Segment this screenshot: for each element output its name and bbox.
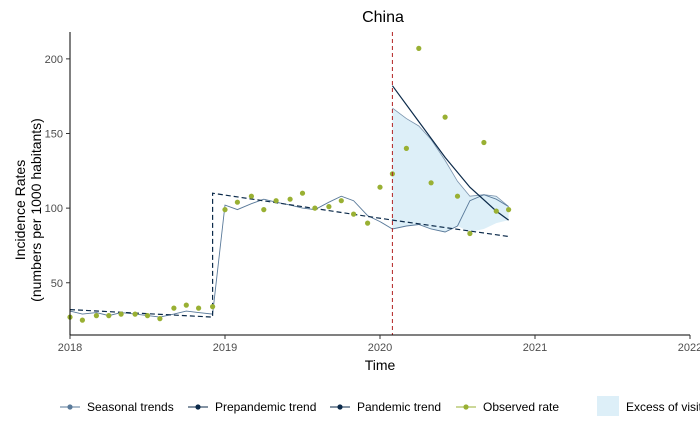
observed-point-22 <box>351 211 357 217</box>
y-tick-label-200: 200 <box>45 54 63 66</box>
legend-marker-pandemic-trend <box>337 404 343 410</box>
observed-point-7 <box>157 316 163 322</box>
legend-label-pandemic-trend: Pandemic trend <box>357 400 441 414</box>
legend-label-excess-of-visits: Excess of visits <box>626 400 700 414</box>
band-layer <box>392 107 509 232</box>
observed-point-18 <box>299 190 306 196</box>
observed-point-21 <box>338 198 344 204</box>
legend-swatch-excess-of-visits <box>597 396 619 416</box>
x-ticks: 2018 2019 2020 2021 2022 <box>58 335 700 354</box>
x-tick-label-2020: 2020 <box>368 342 392 354</box>
observed-point-1 <box>79 317 85 323</box>
observed-point-3 <box>106 313 112 319</box>
legend-label-seasonal-trends: Seasonal trends <box>87 400 174 414</box>
observed-point-17 <box>287 196 293 202</box>
band-upper-edge <box>392 107 509 207</box>
observed-point-2 <box>93 313 99 319</box>
y-tick-label-100: 100 <box>45 203 63 215</box>
y-axis-title-group: Incidence Rates (numbers per 1000 habita… <box>12 118 44 302</box>
plot-area <box>67 32 512 335</box>
series-line-prepandemic-trend <box>69 192 509 318</box>
observed-point-4 <box>118 311 124 317</box>
axes: 2018 2019 2020 2021 2022 50 100 150 200 <box>45 32 700 354</box>
observed-point-13 <box>234 199 240 205</box>
y-axis-title-line1: Incidence Rates <box>12 160 28 260</box>
observed-point-14 <box>248 193 254 199</box>
point-layer <box>67 45 512 323</box>
chart-title: China <box>362 9 404 26</box>
y-ticks: 50 100 150 200 <box>45 54 70 290</box>
legend-marker-prepandemic-trend <box>195 404 201 410</box>
y-tick-label-150: 150 <box>45 128 63 140</box>
observed-point-16 <box>273 198 279 204</box>
x-tick-label-2022: 2022 <box>678 342 700 354</box>
observed-point-19 <box>312 205 318 211</box>
observed-point-10 <box>196 305 202 311</box>
observed-point-27 <box>416 45 422 52</box>
observed-point-32 <box>481 139 487 146</box>
legend-marker-seasonal-trends <box>67 404 73 410</box>
observed-point-28 <box>428 180 434 186</box>
observed-point-12 <box>222 207 228 213</box>
y-tick-label-50: 50 <box>51 278 63 290</box>
observed-point-9 <box>183 302 189 308</box>
x-tick-label-2021: 2021 <box>523 342 547 354</box>
observed-point-24 <box>377 184 383 190</box>
legend-label-prepandemic-trend: Prepandemic trend <box>215 400 316 414</box>
observed-point-30 <box>454 193 461 199</box>
legend-marker-observed-rate <box>463 404 469 410</box>
x-tick-label-2019: 2019 <box>213 342 237 354</box>
x-tick-label-2018: 2018 <box>58 342 82 354</box>
observed-point-34 <box>506 207 512 213</box>
observed-point-23 <box>365 220 371 226</box>
observed-point-5 <box>132 311 138 317</box>
y-axis-title-line2: (numbers per 1000 habitants) <box>28 118 44 302</box>
legend: Seasonal trends Prepandemic trend Pandemic… <box>60 396 700 416</box>
observed-point-8 <box>171 305 177 311</box>
x-axis-title: Time <box>365 357 396 373</box>
observed-point-15 <box>261 207 267 213</box>
observed-point-6 <box>144 313 151 319</box>
observed-point-11 <box>210 304 216 310</box>
legend-label-observed-rate: Observed rate <box>483 400 559 414</box>
observed-point-29 <box>442 114 448 120</box>
observed-point-31 <box>467 230 473 237</box>
observed-point-33 <box>493 208 499 214</box>
observed-point-20 <box>326 204 332 210</box>
observed-point-26 <box>403 145 409 151</box>
